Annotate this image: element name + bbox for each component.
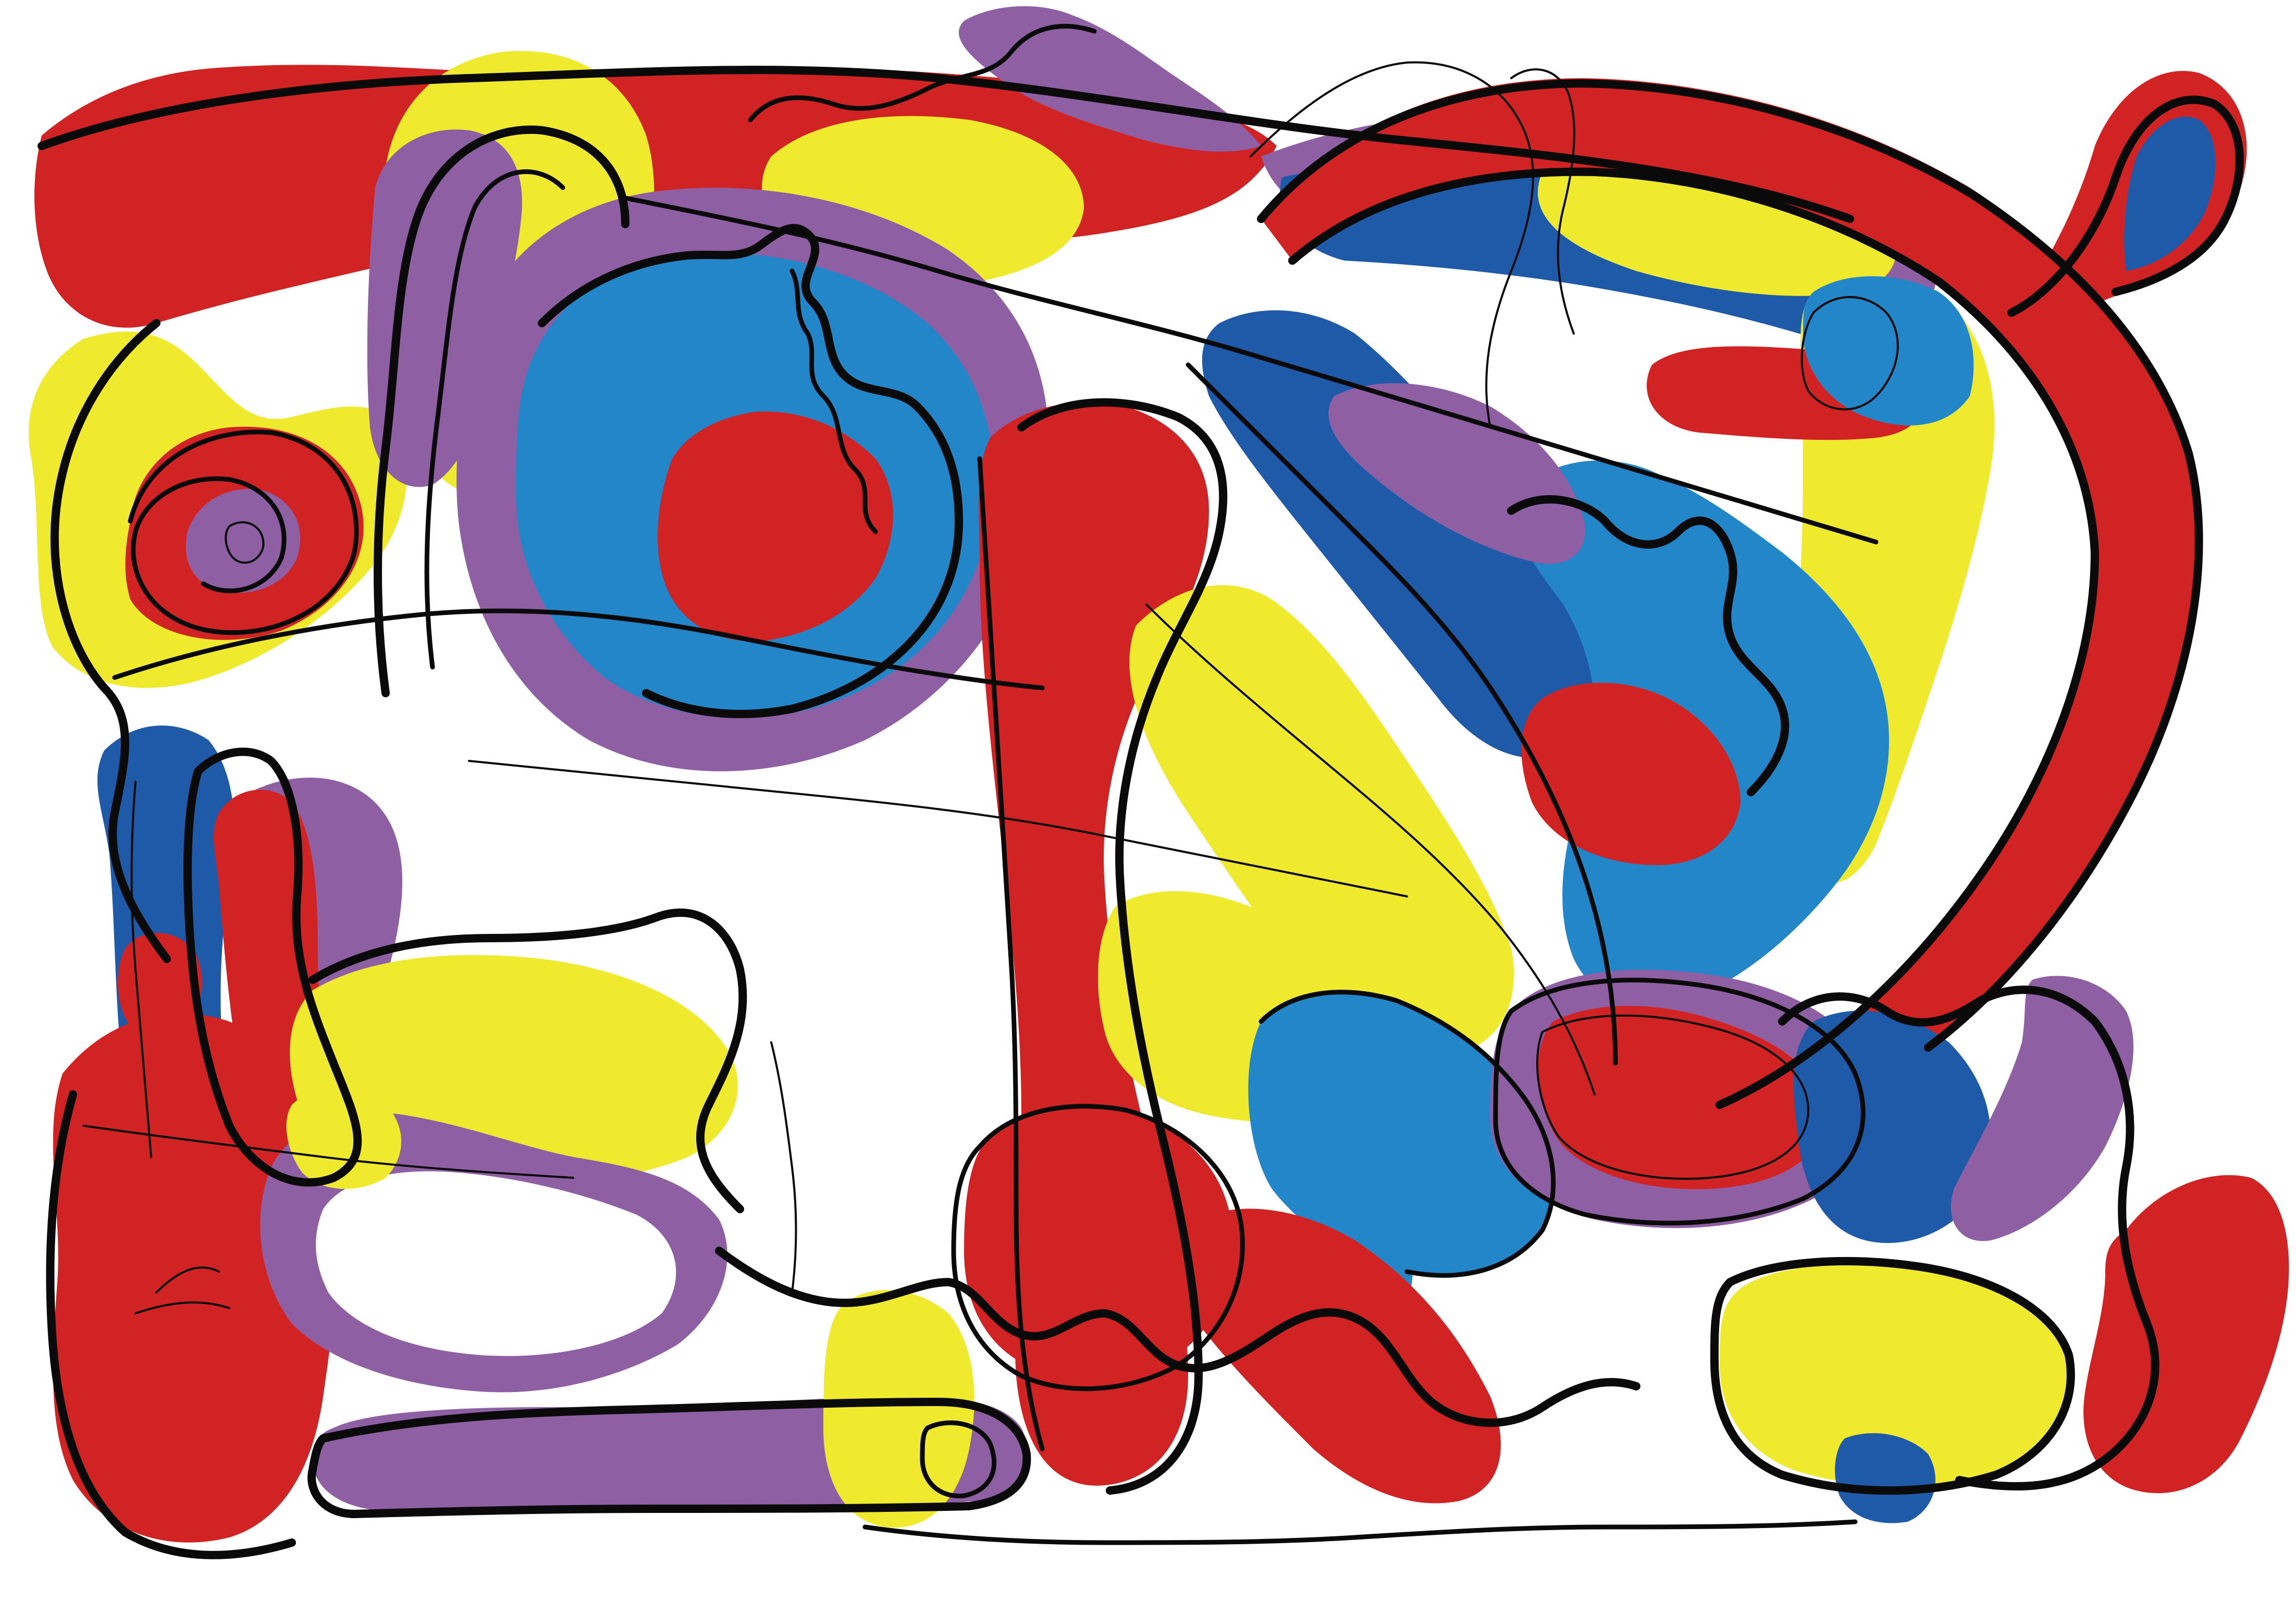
ink-top-contour xyxy=(38,66,1854,223)
color-fields xyxy=(28,6,2289,1543)
red-right-middle-blob xyxy=(1521,683,1740,865)
ink-left-eye-inner xyxy=(225,521,265,564)
red-right-edge-splatter xyxy=(2083,1175,2289,1494)
ink-bottom-left xyxy=(46,1090,296,1559)
ink-left-outline xyxy=(50,319,171,963)
red-bottom-left xyxy=(53,1013,338,1543)
ink-center-diagonal xyxy=(1186,362,1618,1066)
blue-bottom-right-small xyxy=(1835,1433,1936,1523)
ink-left-eye-spiral xyxy=(128,429,359,635)
blue-top-right-drop xyxy=(2124,116,2216,271)
purple-left-eye-core xyxy=(186,489,301,593)
ink-right-wavy xyxy=(1507,495,1789,796)
ink-right-fine-loop xyxy=(1510,68,1575,335)
ink-bottom-left-fine-2 xyxy=(134,1266,230,1314)
ink-big-ring-outer xyxy=(1257,79,2203,1052)
ink-bottom-right-outline xyxy=(1710,1257,2075,1495)
ink-lower-middle-blue xyxy=(1258,990,1556,1278)
ink-center-vertical xyxy=(1017,398,1228,1495)
ink-left-fine-vertical xyxy=(130,781,152,1158)
red-circle-center xyxy=(657,411,893,642)
purple-right-lower-bar xyxy=(1951,976,2134,1241)
ink-big-ring-inner xyxy=(1288,167,2099,1109)
ink-left-horizontal xyxy=(112,608,1045,691)
ink-circle-wavy xyxy=(538,224,963,718)
ink-middle-left-loop xyxy=(308,908,747,1213)
yellow-bottom-middle xyxy=(823,1290,974,1528)
ink-top-arch-inner xyxy=(424,169,565,670)
ink-top-right-loop xyxy=(2007,95,2244,317)
ink-cross-long-1 xyxy=(623,195,1879,545)
blue-center-swath xyxy=(1202,310,1595,758)
red-bottom-center-circle xyxy=(964,1105,1233,1378)
ink-lines xyxy=(38,23,2244,1559)
ink-yellow-strip xyxy=(770,1041,797,1294)
red-right-ellipse-core xyxy=(1538,1006,1824,1189)
yellow-bottom-right xyxy=(1720,1264,2075,1486)
yellow-center-diagonal xyxy=(1129,585,1514,1055)
blue-top-right-small xyxy=(1803,276,1974,426)
ink-top-arch xyxy=(374,126,629,697)
white-bottom-left-hole xyxy=(316,1171,676,1356)
ink-bottom-bar-end xyxy=(920,1420,997,1498)
ink-bottom-left-fine-1 xyxy=(82,1125,574,1179)
ink-top-middle-wavy xyxy=(748,23,1097,122)
purple-center-arm xyxy=(1328,383,1585,564)
ink-circle-jagged xyxy=(789,268,878,534)
ink-bottom-bar xyxy=(307,1398,1031,1518)
ink-right-ellipse xyxy=(1493,978,1866,1226)
red-big-ring xyxy=(1261,78,2199,1107)
ink-bottom-center-circle xyxy=(951,1104,1245,1391)
ink-cross-long-2 xyxy=(468,760,1408,897)
ink-right-lower-loop xyxy=(1778,986,2159,1491)
ink-center-vertical-left xyxy=(977,456,1045,1451)
yellow-left-strip xyxy=(286,1089,401,1189)
ink-bottom-edge xyxy=(862,1519,1858,1545)
ink-right-fine-loop-2 xyxy=(1800,296,1899,411)
ink-bottom-squiggle xyxy=(715,1247,1640,1427)
ink-cross-long-3 xyxy=(1250,61,1534,428)
red-bottom-center-loop xyxy=(1181,1209,1501,1504)
ink-left-lower-loop xyxy=(183,747,362,1187)
ink-center-diagonal-fine xyxy=(1145,604,1596,1095)
ink-right-ellipse-inner xyxy=(1536,1014,1809,1180)
blue-right-lower xyxy=(1793,1011,1991,1243)
